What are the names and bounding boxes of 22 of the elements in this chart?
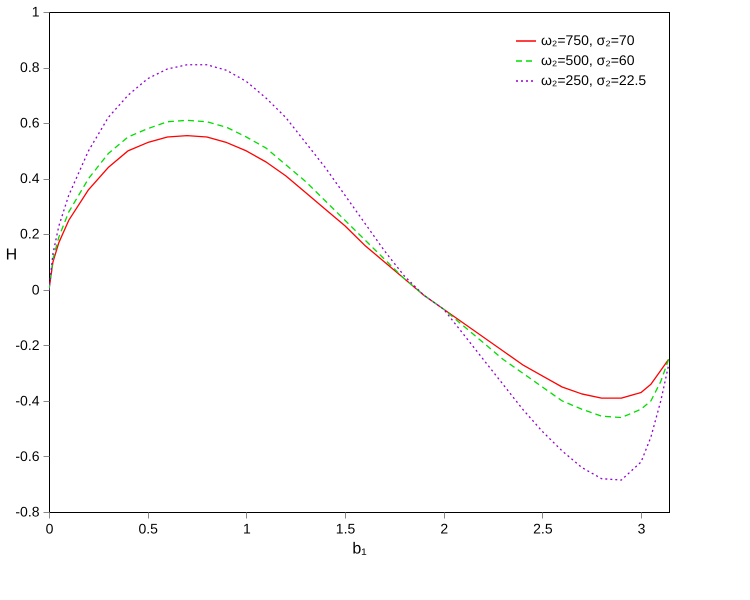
- y-tick-label: -0.6: [15, 448, 40, 464]
- x-tick-label: 0: [46, 520, 54, 536]
- y-tick-label: 0.8: [20, 59, 40, 76]
- y-tick-label: 0: [32, 281, 40, 298]
- x-tick-label: 1: [242, 520, 251, 536]
- legend-label: ω₂=750, σ₂=70: [541, 32, 635, 48]
- legend-label: ω₂=250, σ₂=22.5: [541, 72, 646, 88]
- y-tick-label: 0.6: [20, 114, 40, 131]
- y-tick-label: -0.4: [15, 392, 40, 408]
- x-tick-label: 2.5: [533, 520, 553, 536]
- y-axis-title: H: [6, 246, 18, 264]
- y-tick-label: 0.4: [20, 170, 40, 186]
- y-tick-label: 0.2: [20, 226, 40, 242]
- x-axis-title: b₁: [352, 540, 367, 558]
- y-tick-label: -0.2: [15, 336, 40, 353]
- x-tick-label: 3: [638, 520, 646, 536]
- y-tick-label: 1: [32, 4, 40, 20]
- x-tick-label: 0.5: [138, 520, 158, 536]
- x-tick-label: 2: [440, 520, 448, 536]
- y-tick-label: -0.8: [15, 504, 40, 520]
- x-tick-label: 1.5: [336, 520, 356, 536]
- legend-label: ω₂=500, σ₂=60: [541, 52, 635, 68]
